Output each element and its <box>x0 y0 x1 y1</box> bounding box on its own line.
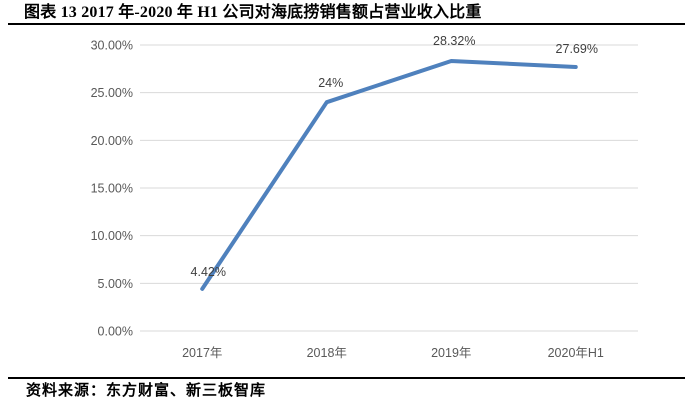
y-tick-label: 10.00% <box>91 229 133 243</box>
x-tick-label: 2019年 <box>431 346 471 360</box>
y-tick-label: 25.00% <box>91 86 133 100</box>
x-tick-label: 2018年 <box>307 346 347 360</box>
y-tick-label: 5.00% <box>98 277 133 291</box>
y-tick-label: 20.00% <box>91 134 133 148</box>
x-tick-label: 2020年H1 <box>548 346 604 360</box>
footer-divider <box>8 377 685 379</box>
x-tick-label: 2017年 <box>182 346 222 360</box>
chart-title: 图表 13 2017 年-2020 年 H1 公司对海底捞销售额占营业收入比重 <box>24 4 482 21</box>
y-tick-label: 30.00% <box>91 39 133 53</box>
y-tick-label: 0.00% <box>98 325 133 339</box>
source-note: 资料来源：东方财富、新三板智库 <box>26 383 267 399</box>
data-label: 28.32% <box>433 34 475 48</box>
series-line <box>200 59 578 291</box>
data-label: 24% <box>318 76 343 90</box>
data-label: 4.42% <box>191 265 226 279</box>
title-divider <box>8 23 685 25</box>
y-tick-label: 15.00% <box>91 182 133 196</box>
data-label: 27.69% <box>556 42 598 56</box>
